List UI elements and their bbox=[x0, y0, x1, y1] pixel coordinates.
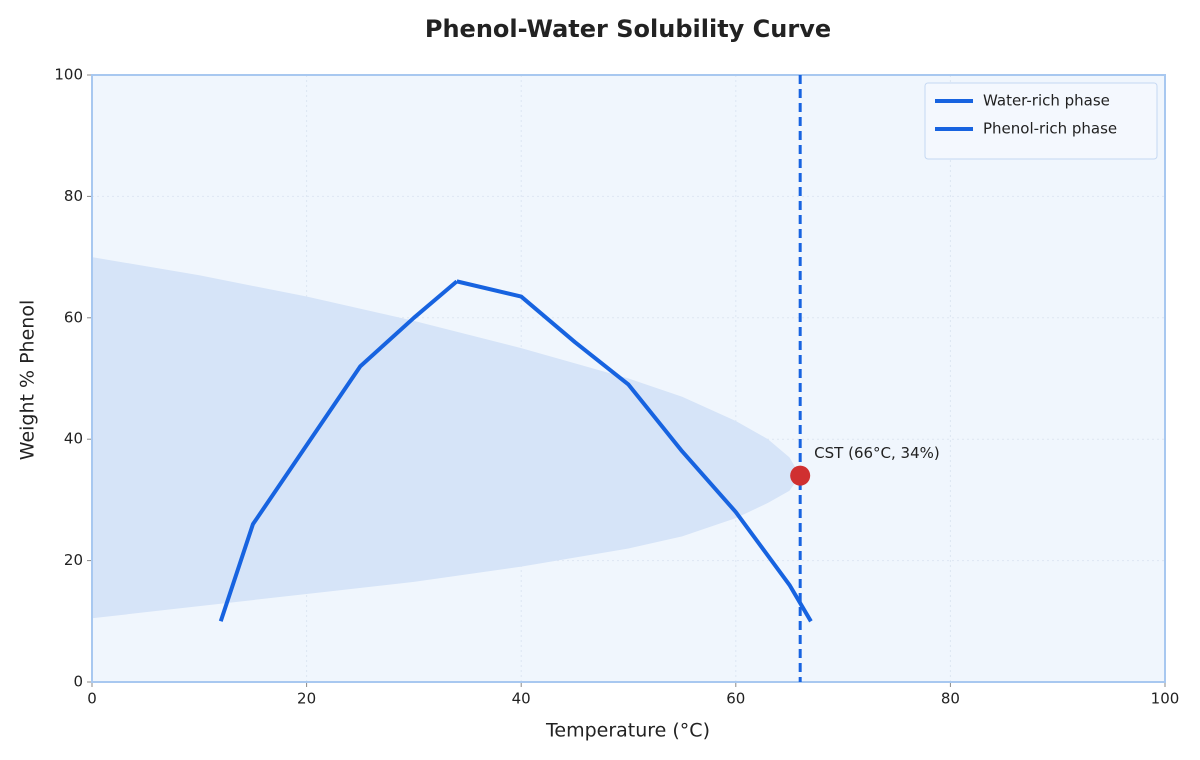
y-tick-label: 20 bbox=[64, 551, 83, 569]
y-tick-label: 80 bbox=[64, 187, 83, 205]
x-tick-label: 40 bbox=[512, 690, 531, 708]
series-line bbox=[218, 279, 459, 622]
x-axis-label: Temperature (°C) bbox=[545, 720, 710, 742]
x-tick-label: 0 bbox=[87, 690, 97, 708]
y-tick-label: 60 bbox=[64, 308, 83, 326]
plot-border bbox=[91, 74, 1166, 683]
series-line bbox=[456, 279, 813, 623]
y-tick-label: 0 bbox=[73, 673, 83, 691]
legend-label: Water-rich phase bbox=[983, 92, 1110, 110]
two-phase-region bbox=[92, 257, 801, 619]
y-tick-label: 100 bbox=[54, 66, 83, 84]
critical-point bbox=[790, 465, 811, 486]
x-tick-label: 80 bbox=[941, 690, 960, 708]
y-axis-label: Weight % Phenol bbox=[17, 300, 39, 460]
annotation: CST (66°C, 34%) bbox=[814, 444, 940, 462]
x-tick-label: 60 bbox=[726, 690, 745, 708]
x-tick-label: 20 bbox=[297, 690, 316, 708]
chart-title: Phenol-Water Solubility Curve bbox=[425, 15, 831, 43]
x-tick-label: 100 bbox=[1151, 690, 1180, 708]
legend-label: Phenol-rich phase bbox=[983, 120, 1117, 138]
y-tick-label: 40 bbox=[64, 430, 83, 448]
legend-box bbox=[924, 82, 1158, 160]
